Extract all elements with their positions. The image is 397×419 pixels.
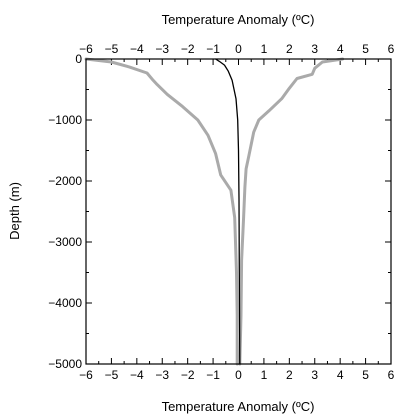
x-axis-title-top: Temperature Anomaly (ºC)	[162, 12, 315, 27]
x-tick-label-bottom: −1	[206, 368, 220, 382]
y-tick-label: 0	[75, 52, 82, 66]
x-tick-label-top: −4	[130, 42, 144, 56]
series-line-2	[238, 57, 345, 366]
x-tick-label-bottom: 5	[362, 368, 369, 382]
x-tick-label-bottom: 0	[235, 368, 242, 382]
x-tick-label-bottom: −2	[181, 368, 195, 382]
x-tick-label-top: −2	[181, 42, 195, 56]
y-tick-label: −4000	[48, 296, 82, 310]
x-tick-label-top: 4	[337, 42, 344, 56]
y-tick-label: −5000	[48, 357, 82, 371]
series-line-1	[84, 57, 239, 366]
data-series	[84, 57, 345, 366]
x-tick-label-bottom: 1	[261, 368, 268, 382]
x-tick-label-top: 6	[388, 42, 395, 56]
x-tick-label-top: 1	[261, 42, 268, 56]
plot-frame	[85, 58, 392, 365]
x-tick-label-top: −3	[155, 42, 169, 56]
x-tick-label-bottom: 6	[388, 368, 395, 382]
x-tick-label-top: −1	[206, 42, 220, 56]
y-tick-label: −2000	[48, 174, 82, 188]
x-tick-label-top: −5	[105, 42, 119, 56]
x-tick-label-bottom: −6	[79, 368, 93, 382]
x-tick-label-bottom: −3	[155, 368, 169, 382]
x-tick-label-top: 2	[286, 42, 293, 56]
y-tick-label: −1000	[48, 113, 82, 127]
x-tick-label-bottom: 4	[337, 368, 344, 382]
x-tick-label-top: 5	[362, 42, 369, 56]
series-line-3	[214, 58, 241, 365]
x-tick-label-bottom: 3	[311, 368, 318, 382]
x-tick-label-top: −6	[79, 42, 93, 56]
x-axis-title-bottom: Temperature Anomaly (ºC)	[162, 399, 315, 414]
x-tick-label-bottom: −5	[105, 368, 119, 382]
x-tick-label-bottom: −4	[130, 368, 144, 382]
x-tick-label-bottom: 2	[286, 368, 293, 382]
x-tick-label-top: 3	[311, 42, 318, 56]
y-tick-label: −3000	[48, 235, 82, 249]
tick-labels: −6 −6 −5 −5 −4 −4 −3 −3 −2 −2 −1 −1 0 0 1 1 2 2 3 3 4 4 5 5 6 6 0 −…	[48, 42, 394, 382]
y-axis-title: Depth (m)	[7, 182, 22, 240]
x-tick-label-top: 0	[235, 42, 242, 56]
